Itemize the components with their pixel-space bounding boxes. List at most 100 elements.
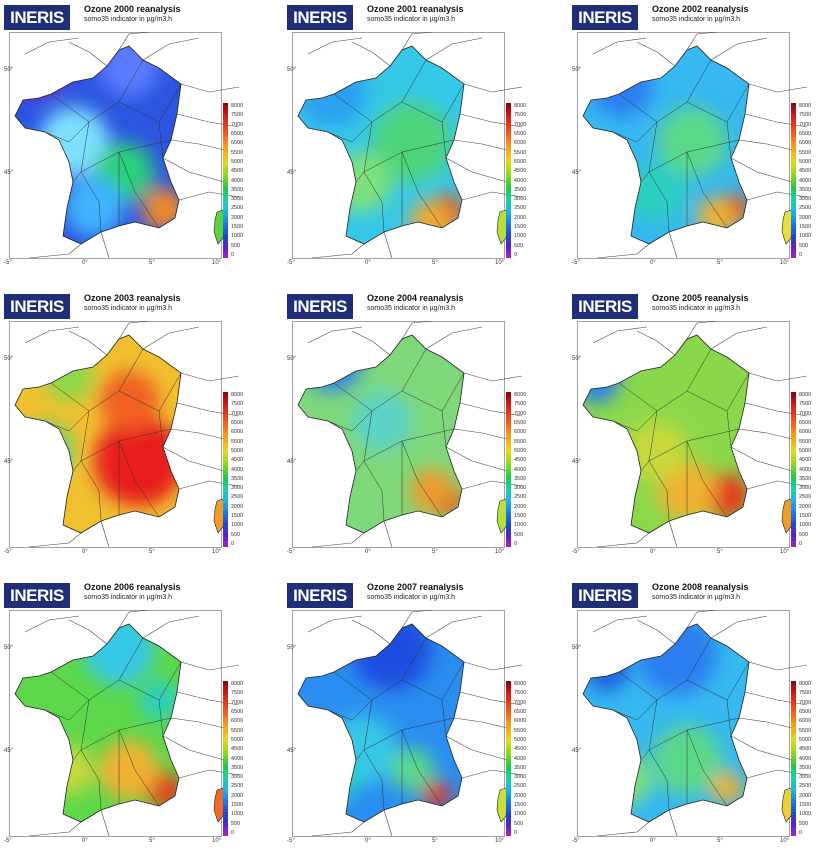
colorbar-gradient (506, 681, 511, 836)
ozone-blob (327, 715, 397, 785)
colorbar-tick: 4500 (231, 168, 244, 175)
colorbar-tick: 4500 (514, 746, 527, 753)
colorbar-tick: 1000 (231, 233, 244, 240)
region-border (333, 59, 427, 123)
colorbar-tick: 5000 (231, 447, 244, 454)
neighbour-border (668, 231, 678, 259)
colorbar-tick: 2500 (799, 205, 812, 212)
region-border (50, 637, 144, 701)
colorbar-tick: 3000 (514, 485, 527, 492)
colorbar-gradient (506, 392, 511, 547)
colorbar-tick: 2000 (514, 214, 527, 221)
colorbar-tick: 0 (799, 541, 803, 547)
colorbar-tick: 5000 (514, 736, 527, 743)
region-border (648, 699, 740, 751)
region-border (441, 699, 447, 737)
colorbar-tick: 3000 (231, 485, 244, 492)
longitude-tick: 10° (212, 838, 222, 844)
longitude-tick: 5° (149, 260, 155, 266)
colorbar-tick: 3500 (231, 475, 244, 482)
colorbar-tick: 0 (514, 830, 518, 836)
colorbar-tick: 4000 (514, 177, 527, 184)
region-border (80, 121, 172, 173)
colorbar-tick: 500 (514, 820, 524, 827)
colorbar-tick: 1500 (514, 513, 527, 520)
neighbour-border (28, 821, 82, 837)
colorbar-tick: 2500 (231, 783, 244, 790)
region-border (327, 410, 373, 432)
region-border (72, 749, 82, 761)
ineris-logo: INERIS (572, 5, 638, 30)
region-border (640, 749, 650, 761)
neighbour-border (461, 769, 523, 779)
region-border (618, 637, 712, 701)
neighbour-border (453, 717, 508, 729)
colorbar-tick: 7000 (231, 121, 244, 128)
colorbar-tick: 3000 (799, 196, 812, 203)
ozone-blob (352, 624, 432, 690)
region-border (80, 171, 102, 233)
colorbar-tick: 6500 (799, 708, 812, 715)
neighbour-border (401, 610, 433, 629)
colorbar-tick: 6000 (799, 140, 812, 147)
colorbar-tick: 6500 (799, 130, 812, 137)
neighbour-border (180, 372, 240, 382)
colorbar-tick: 3500 (514, 764, 527, 771)
colorbar-tick: 5500 (799, 149, 812, 156)
colorbar-tick: 500 (514, 531, 524, 538)
longitude-tick: -5° (4, 838, 12, 844)
panel-title: Ozone 2004 reanalysis (367, 293, 464, 303)
panel-subtitle: somo35 indicator in µg/m3.h (84, 594, 173, 601)
colorbar-tick: 1500 (231, 802, 244, 809)
france-map (577, 32, 808, 259)
latitude-tick: 45° (572, 170, 582, 176)
colorbar-tick: 0 (231, 541, 235, 547)
neighbour-border (461, 191, 523, 201)
colorbar-tick: 6000 (514, 718, 527, 725)
colorbar-tick: 500 (799, 242, 809, 249)
neighbour-border (738, 717, 793, 729)
map-panel: INERIS Ozone 2002 reanalysis somo35 indica… (572, 2, 817, 272)
latitude-tick: 45° (4, 748, 14, 754)
neighbour-border (738, 139, 793, 151)
ozone-blob (657, 107, 727, 177)
neighbour-border (401, 32, 433, 51)
neighbour-border (636, 619, 676, 645)
neighbour-border (744, 402, 808, 417)
longitude-tick: 0° (365, 549, 371, 555)
ozone-blob (307, 755, 357, 805)
colorbar-tick: 5000 (231, 158, 244, 165)
colorbar: 8000 7500 7000 6500 6000 5500 5000 4500 4000 3500… (506, 392, 538, 547)
map-frame (577, 610, 790, 837)
colorbar-tick: 6500 (514, 419, 527, 426)
region-border (401, 151, 443, 229)
region-border (612, 410, 658, 432)
longitude-tick: 0° (82, 260, 88, 266)
neighbour-border (176, 691, 240, 706)
ozone-blob (44, 351, 94, 401)
colorbar-tick: 1000 (799, 811, 812, 818)
neighbour-border (307, 326, 363, 344)
panel-title: Ozone 2005 reanalysis (652, 293, 749, 303)
colorbar-tick: 7000 (799, 699, 812, 706)
colorbar-tick: 5500 (514, 149, 527, 156)
colorbar-gradient (223, 392, 228, 547)
map-frame (9, 610, 222, 837)
neighbour-border (592, 326, 648, 344)
neighbour-border (24, 615, 80, 633)
ozone-blob (390, 748, 434, 792)
neighbour-border (180, 83, 240, 93)
latitude-tick: 50° (4, 356, 14, 362)
colorbar-tick: 2500 (231, 205, 244, 212)
neighbour-border (744, 691, 808, 706)
neighbour-border (351, 41, 391, 67)
latitude-tick: 50° (4, 67, 14, 73)
colorbar-tick: 500 (231, 242, 241, 249)
colorbar-tick: 2000 (514, 792, 527, 799)
neighbour-border (176, 113, 240, 128)
colorbar-tick: 5500 (514, 727, 527, 734)
neighbour-border (351, 330, 391, 356)
colorbar-tick: 8000 (514, 103, 527, 109)
neighbour-border (68, 330, 108, 356)
region-border (363, 749, 385, 811)
